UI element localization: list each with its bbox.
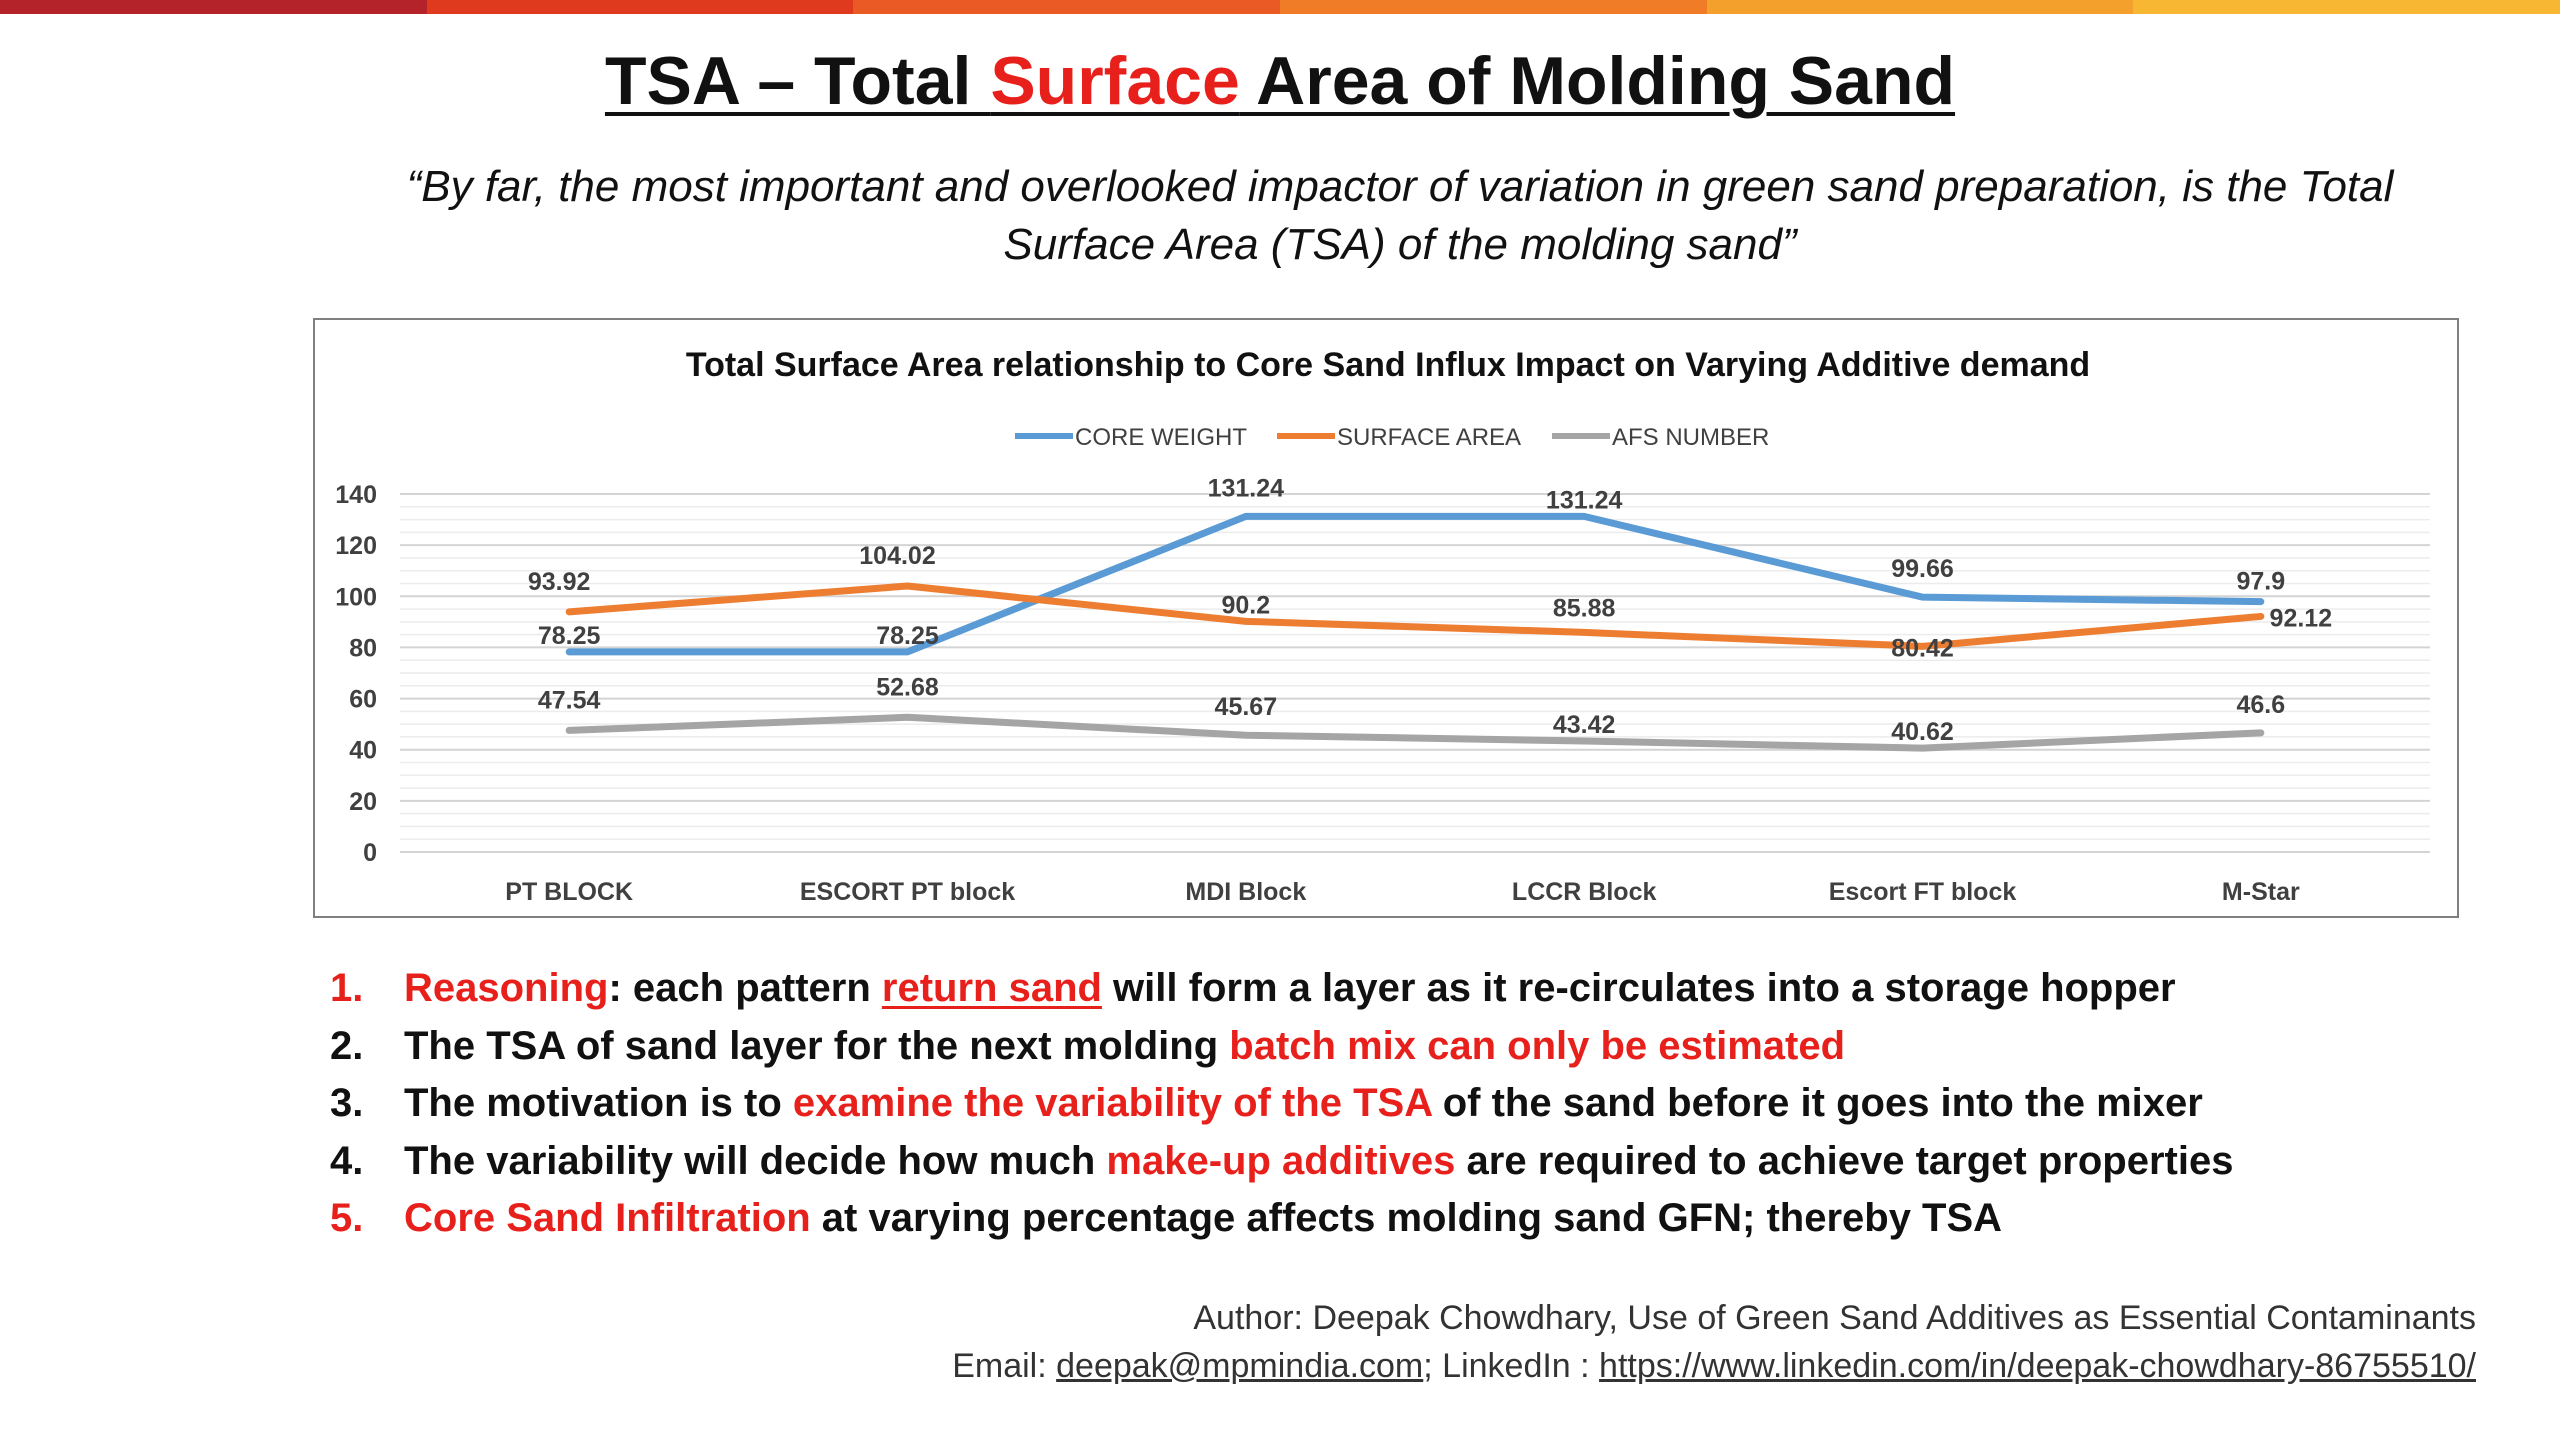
list-item: 5. Core Sand Infiltration at varying perc… [330,1190,2233,1248]
top-bar-segment [1706,0,2134,14]
data-label: 93.92 [528,568,591,596]
text-segment: examine the variability of the TSA [792,1081,1432,1125]
data-label: 104.02 [859,542,935,570]
data-label: 85.88 [1553,594,1616,622]
text-segment: batch mix can only be estimated [1229,1023,1846,1068]
data-label: 40.62 [1891,718,1954,746]
text-segment: : each pattern [608,966,882,1010]
list-text: Reasoning: each pattern return sand will… [404,960,2176,1018]
text-segment: The variability will decide how much [404,1138,1107,1183]
list-number: 4. [330,1138,364,1183]
data-label: 90.2 [1221,591,1270,619]
top-bar-segment [1280,0,1707,14]
quote-line-1: “By far, the most important and overlook… [406,162,2394,211]
y-tick-label: 140 [335,481,377,509]
list-item: 3. The motivation is to examine the varia… [330,1075,2233,1133]
text-segment: make-up additives [1106,1138,1456,1183]
data-label: 97.9 [2236,568,2285,596]
text-segment: will form a layer as it re-circulates in… [1101,966,2176,1010]
text-segment: The TSA of sand layer for the next moldi… [404,1023,1230,1068]
y-tick-label: 40 [349,737,377,765]
y-tick-label: 120 [335,532,377,560]
list-item: 2. The TSA of sand layer for the next mol… [330,1018,2233,1076]
title-part-2: Area of Molding Sand [1239,43,1956,119]
y-tick-label: 0 [363,839,377,867]
data-label: 78.25 [876,622,939,650]
text-segment: of the sand before it goes into the mixe… [1431,1081,2203,1125]
y-tick-label: 60 [349,686,377,714]
top-bar-segment [426,0,854,14]
x-tick-label: M-Star [2222,878,2300,906]
text-segment: are required to achieve target propertie… [1455,1138,2234,1183]
text-segment: The motivation is to [404,1081,793,1125]
title-highlight: Surface [990,43,1240,119]
y-tick-label: 80 [349,634,377,662]
footer-author: Author: Deepak Chowdhary, Use of Green S… [1193,1299,2476,1337]
footer: Author: Deepak Chowdhary, Use of Green S… [952,1294,2476,1390]
data-label: 80.42 [1891,634,1954,662]
data-label: 131.24 [1208,474,1285,502]
list-number: 5. [330,1196,364,1240]
key-points-list: 1. Reasoning: each pattern return sand wi… [330,960,2233,1248]
email-link[interactable]: deepak@mpmindia.com [1056,1347,1424,1385]
series-line-afs-number [565,713,2265,752]
x-tick-label: PT BLOCK [505,878,633,906]
x-tick-label: LCCR Block [1512,878,1657,906]
top-bar-segment [2133,0,2560,14]
top-color-bar [0,0,2560,14]
legend-label: SURFACE AREA [1337,424,1521,451]
list-text: The motivation is to examine the variabi… [404,1075,2203,1133]
series-line-core-weight [565,512,2265,656]
text-segment: at varying percentage affects molding sa… [810,1196,2003,1240]
list-item: 1. Reasoning: each pattern return sand wi… [330,960,2233,1018]
x-tick-label: MDI Block [1185,878,1306,906]
series-line-surface-area [565,582,2265,650]
list-item: 4. The variability will decide how much m… [330,1133,2233,1191]
chart-title: Total Surface Area relationship to Core … [686,346,2090,384]
x-tick-label: Escort FT block [1829,878,2017,906]
x-tick-label: ESCORT PT block [800,878,1015,906]
list-text: Core Sand Infiltration at varying percen… [404,1190,2002,1248]
list-number: 1. [330,966,364,1010]
list-text: The variability will decide how much mak… [404,1133,2233,1191]
data-label: 45.67 [1215,693,1278,721]
y-tick-label: 20 [349,788,377,816]
title-part-1: TSA – Total [604,43,991,119]
y-tick-label: 100 [335,583,377,611]
data-label: 131.24 [1546,486,1623,514]
list-text: The TSA of sand layer for the next moldi… [404,1018,1845,1076]
chart-frame: Total Surface Area relationship to Core … [313,318,2459,918]
data-label: 46.6 [2236,691,2285,719]
quote: “By far, the most important and overlook… [360,158,2440,274]
data-label: 99.66 [1891,555,1954,583]
linkedin-label: ; LinkedIn : [1423,1347,1600,1385]
top-bar-segment [0,0,427,14]
list-number: 2. [330,1023,364,1068]
top-bar-segment [853,0,1281,14]
data-label: 43.42 [1553,711,1616,739]
data-label: 52.68 [876,673,939,701]
data-label: 47.54 [538,686,601,714]
legend-label: CORE WEIGHT [1075,424,1247,451]
text-segment: Core Sand Infiltration [404,1196,811,1240]
line-chart: Total Surface Area relationship to Core … [335,346,2430,906]
email-label: Email: [952,1347,1057,1385]
text-segment: Reasoning [404,966,609,1010]
text-segment: return sand [881,966,1102,1010]
slide-title: TSA – Total Surface Area of Molding Sand [0,42,2560,120]
legend-label: AFS NUMBER [1612,424,1769,451]
data-label: 78.25 [538,622,601,650]
linkedin-link[interactable]: https://www.linkedin.com/in/deepak-chowd… [1599,1347,2476,1385]
footer-contact: Email: deepak@mpmindia.com; LinkedIn : h… [952,1342,2476,1390]
quote-line-2: Surface Area (TSA) of the molding sand” [1003,220,1797,269]
data-label: 92.12 [2270,604,2333,632]
list-number: 3. [330,1081,364,1125]
